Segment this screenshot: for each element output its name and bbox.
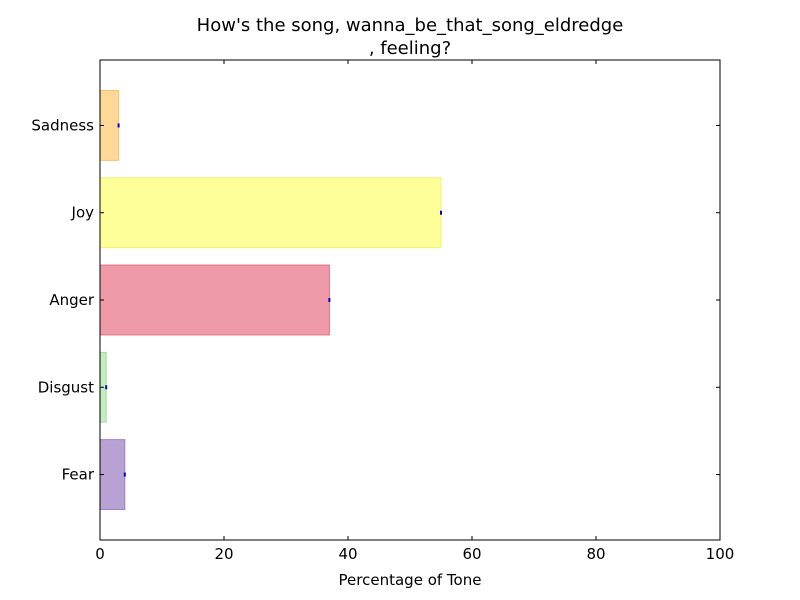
x-tick-label-0: 0	[95, 545, 105, 563]
x-tick-label-60: 60	[462, 545, 481, 563]
chart-title-line-2: , feeling?	[369, 38, 451, 59]
x-axis-ticks: 0 20 40 60 80 100	[95, 60, 734, 563]
bar-anger	[99, 264, 330, 336]
x-tick-label-20: 20	[214, 545, 233, 563]
y-tick-label-sadness: Sadness	[31, 116, 94, 134]
x-tick-label-100: 100	[706, 545, 735, 563]
y-tick-label-fear: Fear	[62, 466, 95, 484]
bar-joy	[99, 177, 442, 249]
y-axis-ticks: Fear Disgust Anger Joy Sadness	[31, 116, 720, 484]
x-tick-label-40: 40	[338, 545, 357, 563]
x-tick-label-80: 80	[586, 545, 605, 563]
chart-title-line-1: How's the song, wanna_be_that_song_eldre…	[197, 15, 624, 36]
bars-group	[99, 90, 442, 510]
error-markers-group	[105, 123, 442, 477]
x-axis-label: Percentage of Tone	[339, 571, 482, 589]
y-tick-label-joy: Joy	[71, 204, 95, 222]
y-tick-label-anger: Anger	[49, 291, 95, 309]
y-tick-label-disgust: Disgust	[38, 378, 94, 396]
